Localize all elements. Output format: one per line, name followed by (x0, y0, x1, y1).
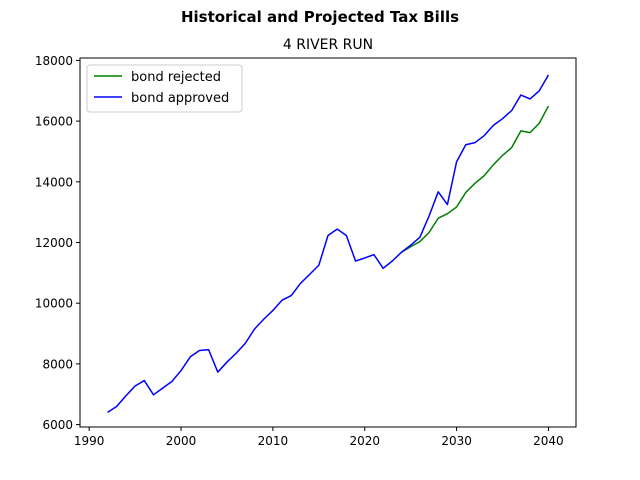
y-axis: 6000 8000 10000 12000 14000 16000 18000 (35, 54, 80, 432)
y-tick-label: 16000 (35, 115, 73, 129)
y-tick-label: 14000 (35, 175, 73, 189)
series-layer (107, 74, 550, 414)
y-tick-label: 10000 (35, 297, 73, 311)
x-tick-label: 1990 (74, 434, 105, 448)
x-tick-label: 2000 (166, 434, 197, 448)
y-tick-label: 6000 (42, 418, 73, 432)
series-line-bond-approved (107, 74, 550, 414)
series-line-bond-rejected (401, 105, 550, 253)
chart-title: 4 RIVER RUN (283, 37, 373, 53)
x-tick-label: 2040 (533, 434, 564, 448)
y-tick-label: 18000 (35, 54, 73, 68)
x-tick-label: 2010 (258, 434, 289, 448)
legend-box (86, 64, 243, 113)
plot-frame (79, 57, 577, 428)
x-axis: 1990 2000 2010 2020 2030 2040 (74, 427, 564, 448)
legend: bond rejected bond approved (86, 64, 243, 113)
legend-label-bond-rejected: bond rejected (131, 70, 221, 85)
x-tick-label: 2020 (349, 434, 380, 448)
x-tick-label: 2030 (441, 434, 472, 448)
y-tick-label: 8000 (42, 357, 73, 371)
y-tick-label: 12000 (35, 236, 73, 250)
chart-suptitle: Historical and Projected Tax Bills (181, 8, 459, 26)
legend-label-bond-approved: bond approved (131, 91, 229, 106)
